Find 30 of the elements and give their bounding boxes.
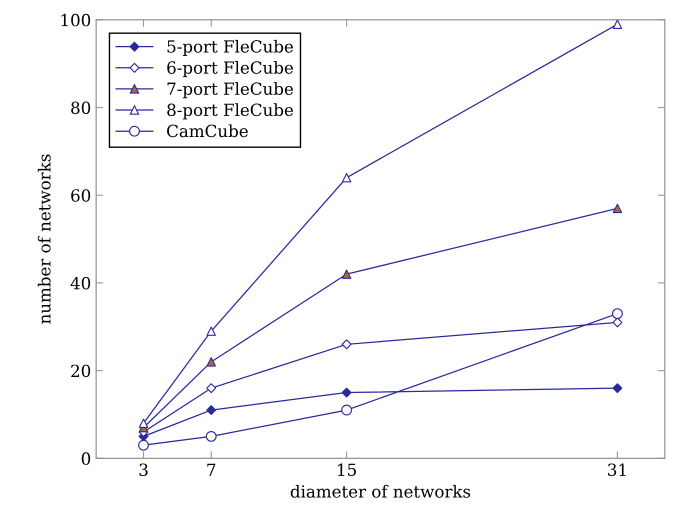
point bbox=[342, 269, 352, 279]
x-tick-label: 3 bbox=[139, 463, 148, 476]
x-axis-title: diameter of networks bbox=[290, 484, 470, 498]
legend-label: 6-port FleCube bbox=[167, 60, 293, 78]
point bbox=[342, 172, 352, 182]
point bbox=[206, 405, 216, 416]
y-axis-title: number of networks bbox=[38, 154, 51, 324]
y-tick-label: 80 bbox=[71, 101, 90, 114]
legend-label: CamCube bbox=[167, 124, 248, 138]
point bbox=[612, 20, 622, 29]
point bbox=[342, 388, 352, 398]
y-tick-label: 100 bbox=[61, 14, 90, 26]
point bbox=[612, 383, 622, 394]
legend-label: 5-port FleCube bbox=[168, 40, 293, 56]
y-tick-label: 60 bbox=[71, 189, 90, 202]
point bbox=[612, 317, 622, 328]
y-tick-label: 20 bbox=[71, 364, 90, 378]
x-tick-label: 31 bbox=[608, 463, 626, 476]
point bbox=[206, 326, 216, 336]
y-tick-label: 40 bbox=[70, 276, 90, 290]
point bbox=[612, 204, 622, 214]
legend-label: 7-port FleCube bbox=[168, 82, 293, 98]
point bbox=[138, 418, 148, 428]
y-tick-label: 0 bbox=[82, 452, 90, 465]
x-tick-label: 15 bbox=[338, 463, 356, 476]
point bbox=[342, 339, 352, 350]
x-tick-label: 7 bbox=[207, 464, 216, 476]
legend-label: 8-port FleCube bbox=[167, 103, 293, 120]
point bbox=[206, 383, 216, 394]
point bbox=[206, 357, 216, 367]
